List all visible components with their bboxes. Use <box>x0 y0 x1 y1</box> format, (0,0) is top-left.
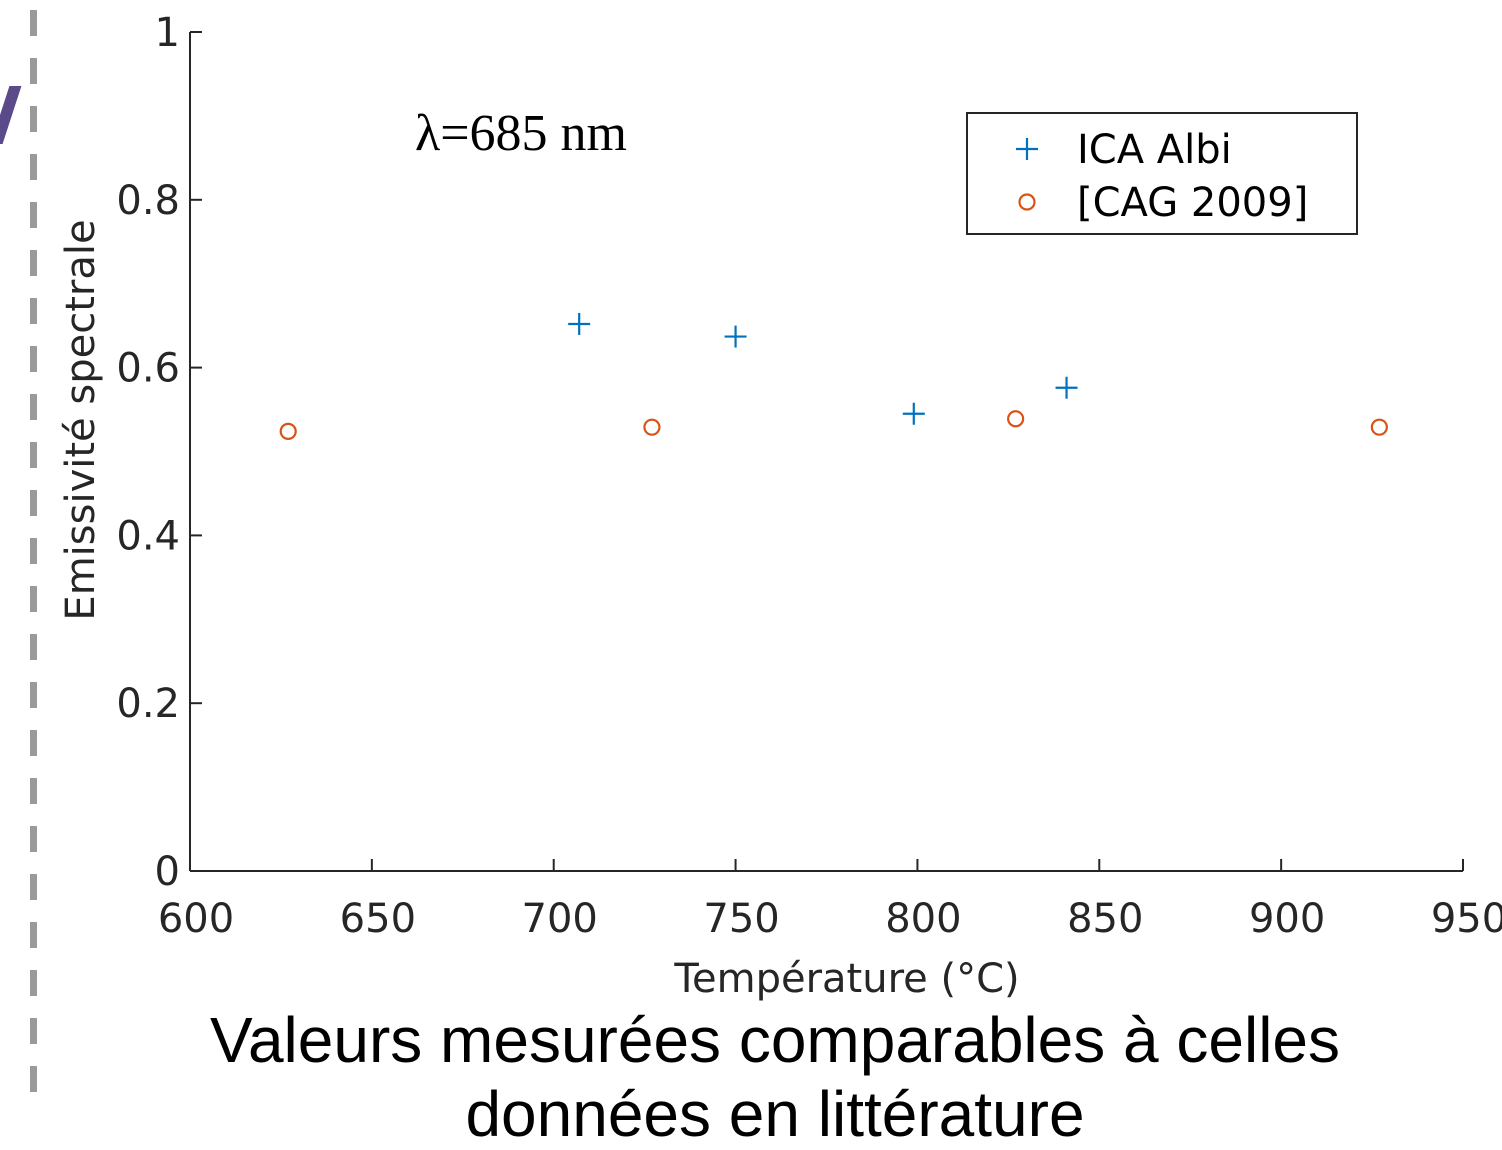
axes <box>189 32 1463 872</box>
x-tick-label: 900 <box>1249 896 1325 942</box>
y-tick-label: 0.2 <box>116 681 180 727</box>
data-point-series-1 <box>279 422 297 440</box>
x-axis-title: Température (°C) <box>673 956 1019 1002</box>
data-point-series-0 <box>568 312 591 335</box>
legend-label: ICA Albi <box>1077 127 1232 173</box>
x-tick-label: 800 <box>885 896 961 942</box>
y-tick-label: 0.4 <box>116 513 180 559</box>
border-dash <box>30 250 37 276</box>
y-axis-title: Emissivité spectrale <box>58 219 104 620</box>
legend-label: [CAG 2009] <box>1077 180 1308 226</box>
border-dash <box>30 682 37 708</box>
y-tick-label: 1 <box>155 10 180 56</box>
x-tick-label: 950 <box>1431 896 1502 942</box>
x-tick-label: 650 <box>340 896 416 942</box>
caption-line-2: données en littérature <box>465 1078 1085 1150</box>
y-tick-label: 0 <box>155 849 180 895</box>
border-dash <box>30 394 37 420</box>
border-dash <box>30 202 37 228</box>
y-tick-label: 0.6 <box>116 346 180 392</box>
scatter-chart: 600 650 700 750 800 850 900 950 0 0.2 0.4 0.6 0.8 1 λ… <box>30 10 1502 1092</box>
border-dash <box>30 826 37 852</box>
wavelength-annotation: λ=685 nm <box>415 105 627 162</box>
data-point-series-0 <box>1055 376 1078 399</box>
border-dash <box>30 1066 37 1092</box>
border-dash <box>30 298 37 324</box>
x-tick-label: 750 <box>703 896 779 942</box>
border-dash <box>30 586 37 612</box>
border-dash <box>30 10 37 36</box>
border-dash <box>30 154 37 180</box>
border-dash <box>30 106 37 132</box>
data-point-series-1 <box>643 418 661 436</box>
x-tick-label: 700 <box>522 896 598 942</box>
data-point-series-0 <box>724 325 747 348</box>
legend-marker-series-0 <box>1016 138 1038 160</box>
data-point-series-1 <box>1370 418 1388 436</box>
border-dash <box>30 1018 37 1044</box>
decorative-dashed-border <box>30 10 37 1092</box>
data-point-series-1 <box>1007 410 1025 428</box>
data-point-series-0 <box>902 402 925 425</box>
x-tick-label: 850 <box>1067 896 1143 942</box>
x-tick-label: 600 <box>158 896 234 942</box>
border-dash <box>30 778 37 804</box>
legend-box <box>966 112 1358 235</box>
border-dash <box>30 442 37 468</box>
ticks: 600 650 700 750 800 850 900 950 0 0.2 0.4 0.6 0.8 1 <box>116 10 1502 942</box>
border-dash <box>30 634 37 660</box>
border-dash <box>30 58 37 84</box>
y-tick-label: 0.8 <box>116 178 180 224</box>
border-dash <box>30 490 37 516</box>
caption-line-1: Valeurs mesurées comparables à celles <box>210 1004 1340 1076</box>
border-dash <box>30 970 37 996</box>
border-dash <box>30 922 37 948</box>
legend-marker-series-1 <box>1018 193 1036 211</box>
border-dash <box>30 730 37 756</box>
data-marks <box>279 312 1388 440</box>
border-dash <box>30 538 37 564</box>
border-dash <box>30 874 37 900</box>
border-dash <box>30 346 37 372</box>
legend: ICA Albi [CAG 2009] <box>966 112 1358 235</box>
